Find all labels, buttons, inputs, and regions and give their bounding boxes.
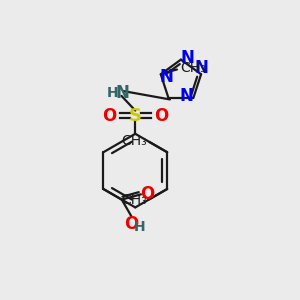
Text: O: O (124, 214, 139, 232)
Text: N: N (180, 88, 194, 106)
Text: CH₃: CH₃ (122, 193, 147, 207)
Text: O: O (102, 106, 116, 124)
Text: CH₃: CH₃ (180, 61, 206, 75)
Text: N: N (181, 49, 194, 67)
Text: CH₃: CH₃ (122, 134, 147, 148)
Text: N: N (160, 68, 174, 86)
Text: S: S (129, 106, 142, 124)
Text: H: H (107, 86, 118, 100)
Text: O: O (154, 106, 168, 124)
Text: H: H (134, 220, 146, 234)
Text: N: N (194, 59, 208, 77)
Text: O: O (140, 185, 154, 203)
Text: N: N (116, 84, 130, 102)
